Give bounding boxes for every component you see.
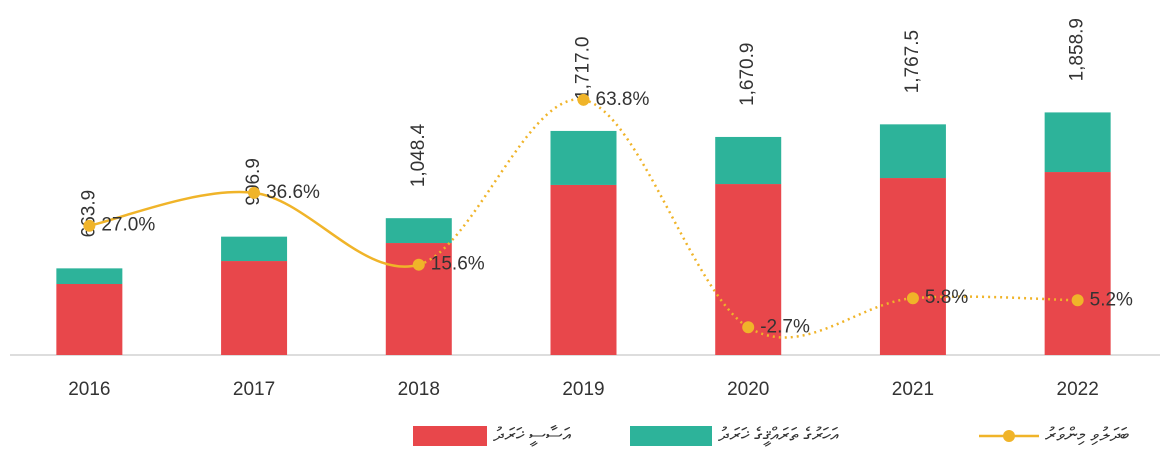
- rate-label: -2.7%: [760, 316, 810, 337]
- bar-segment: [879, 178, 946, 355]
- rate-point: [1071, 294, 1084, 307]
- bar-segment: [1044, 172, 1111, 355]
- rate-label: 36.6%: [266, 182, 320, 203]
- legend-label: އަހަރުގެ ތަރައްޤީގެ ޚަރަދު: [718, 425, 839, 447]
- bar-segment: [550, 184, 617, 355]
- total-label: 1,670.9: [737, 43, 758, 106]
- rate-point: [248, 186, 261, 199]
- x-tick-label: 2017: [233, 379, 275, 400]
- rate-label: 63.8%: [596, 89, 650, 110]
- rate-label: 5.2%: [1090, 289, 1133, 310]
- x-tick-label: 2016: [68, 379, 110, 400]
- total-label: 1,048.4: [408, 123, 429, 187]
- legend-point: [1003, 430, 1015, 442]
- x-tick-label: 2021: [892, 379, 934, 400]
- x-tick-label: 2022: [1057, 379, 1099, 400]
- bar-segment: [550, 130, 617, 185]
- bar-segment: [385, 218, 452, 244]
- bar-segment: [715, 136, 782, 185]
- legend-label: އަސާސީ ޚަރަދު: [493, 425, 572, 447]
- legend-swatch: [630, 426, 712, 446]
- bar-segment: [56, 284, 123, 355]
- total-label: 1,858.9: [1067, 18, 1088, 81]
- bar-segment: [879, 124, 946, 179]
- total-label: 1,717.0: [573, 37, 594, 100]
- legend-swatch: [413, 426, 487, 446]
- rate-point: [742, 321, 755, 334]
- total-label: 1,767.5: [902, 30, 923, 93]
- rate-label: 15.6%: [431, 254, 485, 275]
- rate-point: [412, 258, 425, 271]
- rate-point: [577, 93, 590, 106]
- legend-label: ބަދަލުވި މިންވަރު: [1045, 425, 1129, 446]
- x-tick-label: 2019: [562, 379, 604, 400]
- x-tick-label: 2020: [727, 379, 769, 400]
- rate-point: [906, 292, 919, 305]
- rate-label: 27.0%: [101, 215, 155, 236]
- bar-segment: [1044, 112, 1111, 173]
- bar-segment: [221, 261, 288, 355]
- rate-point: [83, 219, 96, 232]
- bar-segment: [221, 236, 288, 262]
- rate-label: 5.8%: [925, 287, 968, 308]
- x-tick-label: 2018: [398, 379, 440, 400]
- bar-segment: [56, 268, 123, 285]
